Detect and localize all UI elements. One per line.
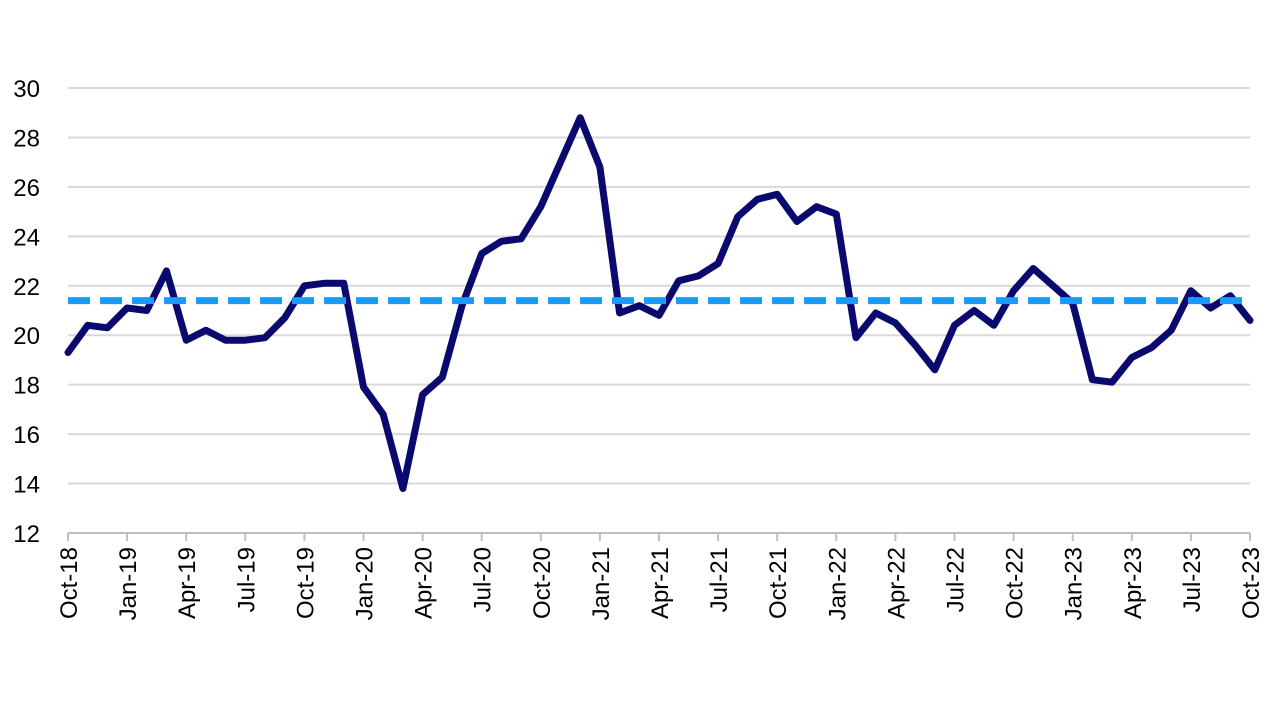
data-point xyxy=(321,280,328,287)
y-tick-label: 14 xyxy=(13,472,40,499)
data-point xyxy=(793,218,800,225)
data-point xyxy=(124,305,131,312)
x-tick-label: Oct-22 xyxy=(1002,547,1029,619)
data-point xyxy=(143,307,150,314)
y-tick-label: 16 xyxy=(13,422,40,449)
data-point xyxy=(222,337,229,344)
y-axis: 12 14 16 18 20 22 24 26 28 30 xyxy=(13,76,40,548)
data-point xyxy=(1089,376,1096,383)
y-tick-label: 18 xyxy=(13,373,40,400)
x-axis: Oct-18 Jan-19 Apr-19 Jul-19 Oct-19 Jan-20 Apr-… xyxy=(56,532,1265,620)
y-tick-label: 20 xyxy=(13,323,40,350)
data-point xyxy=(301,282,308,289)
x-tick-label: Jul-23 xyxy=(1179,547,1206,612)
y-tick-label: 24 xyxy=(13,224,40,251)
data-point xyxy=(734,213,741,220)
x-tick-label: Jul-21 xyxy=(706,547,733,612)
x-tick-label: Jan-22 xyxy=(824,547,851,620)
x-tick-label: Apr-20 xyxy=(411,547,438,619)
x-tick-label: Oct-18 xyxy=(56,547,83,619)
data-point xyxy=(183,337,190,344)
gridlines xyxy=(68,87,1250,485)
data-point xyxy=(478,250,485,257)
y-tick-label: 26 xyxy=(13,175,40,202)
data-point xyxy=(65,349,72,356)
data-point xyxy=(675,277,682,284)
data-point xyxy=(399,485,406,492)
data-point xyxy=(892,319,899,326)
data-point xyxy=(951,322,958,329)
x-tick-label: Oct-20 xyxy=(529,547,556,619)
data-point xyxy=(537,203,544,210)
x-tick-label: Oct-23 xyxy=(1238,547,1265,619)
data-point xyxy=(971,307,978,314)
data-point xyxy=(656,312,663,319)
data-point xyxy=(1109,379,1116,386)
data-point xyxy=(754,196,761,203)
data-point xyxy=(872,309,879,316)
y-tick-label: 22 xyxy=(13,274,40,301)
data-point xyxy=(912,342,919,349)
data-point xyxy=(577,114,584,121)
data-point xyxy=(439,374,446,381)
data-point xyxy=(853,334,860,341)
data-point xyxy=(774,191,781,198)
data-point xyxy=(596,164,603,171)
data-point xyxy=(1148,344,1155,351)
data-point xyxy=(813,203,820,210)
data-point xyxy=(419,391,426,398)
x-tick-label: Jul-20 xyxy=(470,547,497,612)
x-tick-label: Apr-22 xyxy=(883,547,910,619)
data-point xyxy=(990,322,997,329)
data-point xyxy=(518,235,525,242)
x-tick-label: Jul-22 xyxy=(943,547,970,612)
data-point xyxy=(380,411,387,418)
data-point xyxy=(498,238,505,245)
data-point xyxy=(557,159,564,166)
data-point xyxy=(242,337,249,344)
x-tick-label: Jan-23 xyxy=(1061,547,1088,620)
data-point xyxy=(616,309,623,316)
data-point xyxy=(1030,265,1037,272)
data-point xyxy=(360,384,367,391)
y-tick-label: 12 xyxy=(13,521,40,548)
y-tick-label: 28 xyxy=(13,125,40,152)
x-tick-label: Apr-19 xyxy=(174,547,201,619)
data-point xyxy=(1247,317,1254,324)
data-point xyxy=(262,334,269,341)
data-point xyxy=(202,327,209,334)
x-tick-label: Jan-19 xyxy=(115,547,142,620)
x-tick-label: Apr-21 xyxy=(647,547,674,619)
data-point xyxy=(163,267,170,274)
data-point xyxy=(104,324,111,331)
series-line-monthly xyxy=(64,114,1254,492)
data-point xyxy=(340,280,347,287)
x-tick-label: Jul-19 xyxy=(233,547,260,612)
data-point xyxy=(1050,282,1057,289)
data-point xyxy=(695,272,702,279)
data-point xyxy=(715,260,722,267)
y-tick-label: 30 xyxy=(13,76,40,103)
data-point xyxy=(281,314,288,321)
data-point xyxy=(1187,287,1194,294)
x-tick-label: Oct-21 xyxy=(765,547,792,619)
x-tick-label: Oct-19 xyxy=(292,547,319,619)
x-tick-label: Apr-23 xyxy=(1120,547,1147,619)
data-point xyxy=(1168,327,1175,334)
data-point xyxy=(833,211,840,218)
data-point xyxy=(1207,305,1214,312)
data-point xyxy=(84,322,91,329)
data-point xyxy=(1010,287,1017,294)
data-point xyxy=(1128,354,1135,361)
x-tick-label: Jan-21 xyxy=(588,547,615,620)
x-tick-label: Jan-20 xyxy=(352,547,379,620)
data-point xyxy=(931,366,938,373)
series-lines xyxy=(64,114,1254,492)
data-point xyxy=(636,302,643,309)
